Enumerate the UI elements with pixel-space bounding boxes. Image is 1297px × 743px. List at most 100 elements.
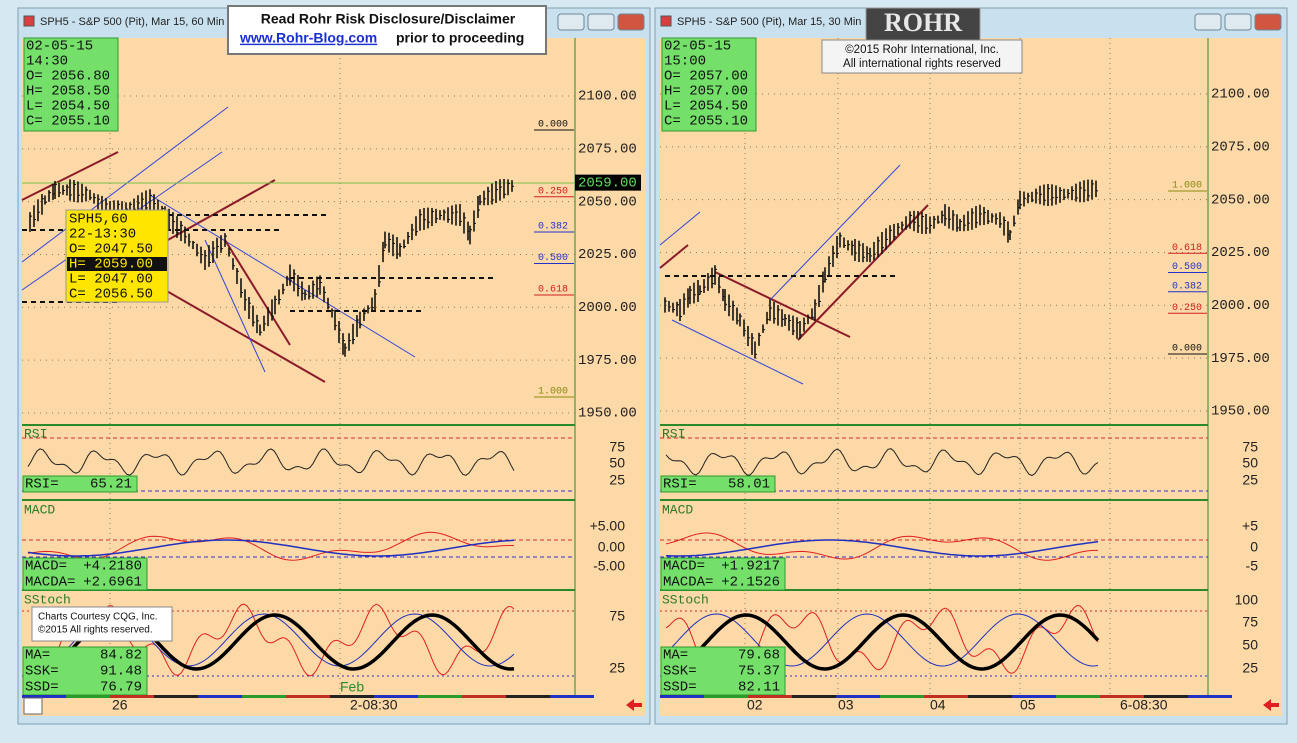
session-strip [748, 695, 792, 698]
last-price-box [575, 174, 641, 191]
ma-line [665, 613, 1100, 671]
session-strip [22, 695, 66, 698]
session-strip [1056, 695, 1100, 698]
fib-label: 0.000 [538, 120, 568, 131]
session-strip [110, 695, 154, 698]
scroll-arrow[interactable] [1263, 699, 1279, 711]
price-tick-label: 2100.00 [1211, 87, 1270, 103]
price-tick-label: 2050.00 [1211, 192, 1270, 208]
rsi-line [27, 448, 515, 476]
session-strip [792, 695, 836, 698]
macd-readout-name: MACD= [25, 559, 67, 575]
tooltip-line: 22-13:30 [69, 227, 136, 243]
minimize-button[interactable] [557, 13, 585, 31]
fib-label: 0.382 [1172, 281, 1202, 292]
maximize-button[interactable] [1224, 13, 1252, 31]
rsi-readout-name: RSI= [25, 477, 59, 493]
credit-line: ©2015 All rights reserved. [38, 625, 153, 636]
sstoch-readout-box [22, 646, 148, 696]
sstoch-readout-value: 82.11 [738, 680, 780, 696]
info-line: O= 2057.00 [664, 69, 748, 85]
trendline [21, 151, 119, 201]
sstoch-readout-name: MA= [663, 648, 688, 664]
session-strip [242, 695, 286, 698]
fib-label: 1.000 [1172, 181, 1202, 192]
ssk-line [27, 603, 515, 677]
minimize-button[interactable] [1194, 13, 1222, 31]
info-line: 02-05-15 [664, 39, 731, 55]
session-strip [880, 695, 924, 698]
fib-label: 0.618 [1172, 243, 1202, 254]
scroll-arrow[interactable] [626, 699, 642, 711]
sstoch-readout-value: 91.48 [100, 664, 142, 680]
macd-label: MACD [24, 502, 55, 517]
trendline [149, 179, 276, 251]
price-tick-label: 2000.00 [1211, 298, 1270, 314]
tooltip-line: L= 2047.00 [69, 272, 153, 288]
date-label: 2-08:30 [350, 697, 398, 713]
rsi-tick: 75 [609, 439, 625, 455]
sstoch-tick: 100 [1235, 592, 1259, 608]
banner-box [227, 5, 547, 55]
sstoch-tick: 25 [1242, 660, 1258, 676]
session-strip [462, 695, 506, 698]
info-line: O= 2056.80 [26, 69, 110, 85]
session-strip [418, 695, 462, 698]
macd-label: MACD [662, 502, 693, 517]
rsi-readout-value: 58.01 [728, 477, 770, 493]
tooltip-line: H= 2059.00 [69, 257, 153, 273]
info-box [661, 37, 757, 132]
ssd-line [665, 613, 1099, 667]
sstoch-tick: 25 [609, 660, 625, 676]
info-line: 14:30 [26, 54, 68, 70]
session-strip [66, 695, 110, 698]
info-line: H= 2057.00 [664, 84, 748, 100]
credit-line: Charts Courtesy CQG, Inc. [38, 612, 157, 623]
macd-readout-value: +4.2180 [83, 559, 142, 575]
info-line: L= 2054.50 [664, 99, 748, 115]
sstoch-tick: 50 [1242, 637, 1258, 653]
macda-line [665, 539, 1099, 557]
fib-label: 0.618 [538, 285, 568, 296]
macd-tick: -5 [1246, 558, 1259, 574]
trendline [659, 211, 701, 246]
session-strip [968, 695, 1012, 698]
sstoch-tick: 75 [1242, 614, 1258, 630]
price-tick-label: 2050.00 [578, 194, 637, 210]
tooltip-line: O= 2047.50 [69, 242, 153, 258]
scroll-box[interactable] [23, 697, 43, 715]
plot-area [660, 38, 1282, 696]
trendline [21, 106, 229, 263]
rsi-readout-name: RSI= [663, 477, 697, 493]
trendline [659, 244, 689, 269]
macd-readout-name: MACDA= [663, 575, 713, 591]
session-strip [1012, 695, 1056, 698]
session-strip [1100, 695, 1144, 698]
session-strip [506, 695, 550, 698]
last-price-label: 2059.00 [578, 175, 637, 191]
macd-readout-box [22, 557, 148, 591]
banner-link[interactable]: www.Rohr-Blog.com [239, 30, 377, 46]
sstoch-readout-value: 76.79 [100, 680, 142, 696]
date-label: 05 [1020, 697, 1036, 713]
fib-label: 1.000 [538, 387, 568, 398]
session-strip [1144, 695, 1188, 698]
macd-tick: 0 [1250, 539, 1258, 555]
close-button[interactable] [1254, 13, 1282, 31]
session-strip [660, 695, 704, 698]
banner-line2: prior to proceeding [396, 30, 524, 46]
sstoch-readout-value: 79.68 [738, 648, 780, 664]
rsi-readout-value: 65.21 [90, 477, 132, 493]
sstoch-readout-name: SSD= [663, 680, 697, 696]
close-button[interactable] [617, 13, 645, 31]
macd-tick: -5.00 [593, 558, 625, 574]
tooltip-box [65, 209, 169, 303]
fib-label: 0.250 [538, 186, 568, 197]
rsi-tick: 50 [1242, 455, 1258, 471]
fib-label: 0.500 [1172, 262, 1202, 273]
price-tick-label: 1975.00 [1211, 351, 1270, 367]
rsi-line [665, 448, 1099, 477]
window-title: SPH5 - S&P 500 (Pit), Mar 15, 60 Min [40, 16, 224, 28]
maximize-button[interactable] [587, 13, 615, 31]
